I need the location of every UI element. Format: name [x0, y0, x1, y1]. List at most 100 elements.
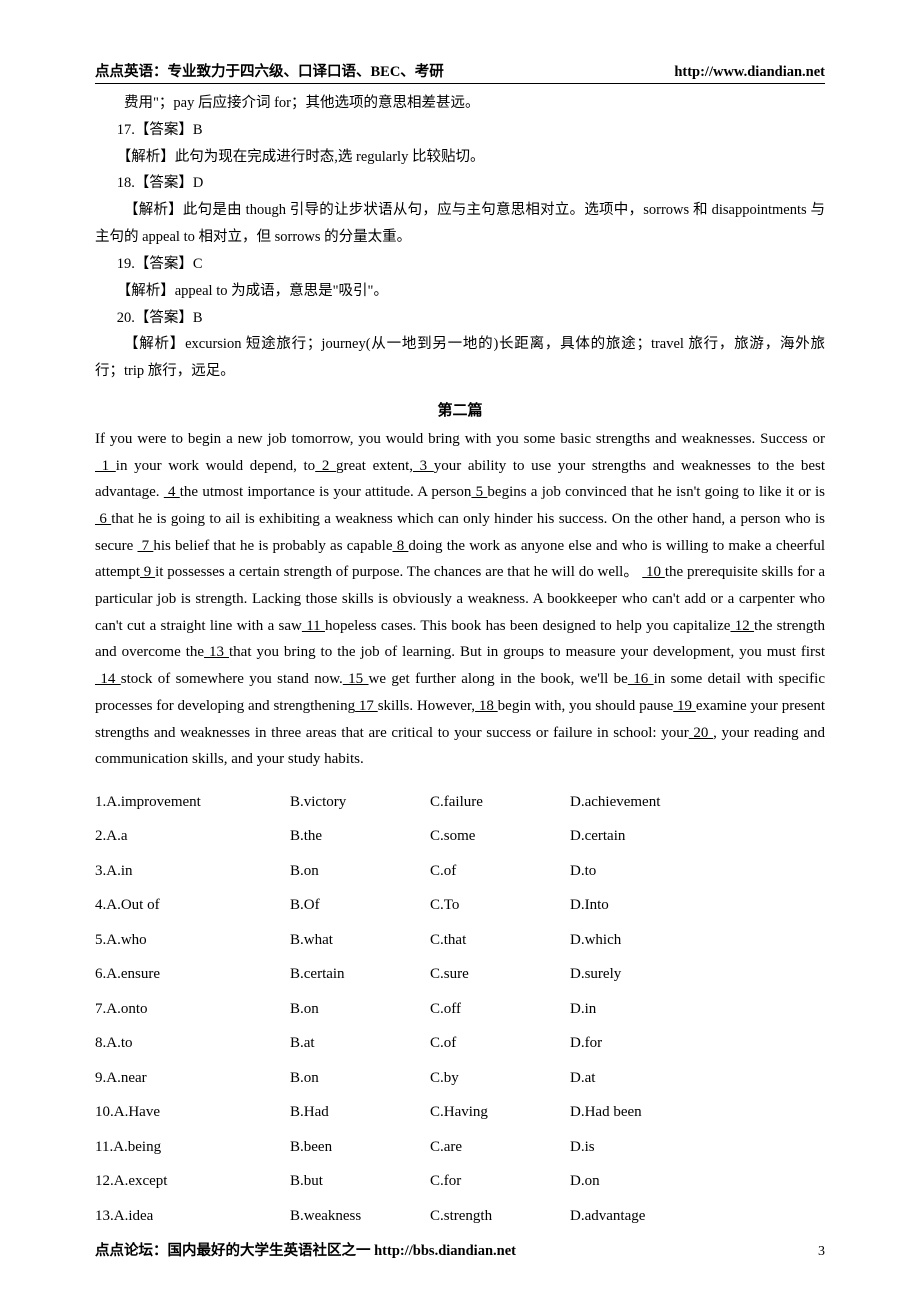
page-footer: 点点论坛：国内最好的大学生英语社区之一 http://bbs.diandian.…	[95, 1239, 825, 1260]
option-c: C.some	[430, 819, 570, 854]
option-d: D.achievement	[570, 785, 825, 820]
option-c: C.are	[430, 1130, 570, 1165]
blank-9: 9	[140, 564, 155, 580]
option-d: D.advantage	[570, 1199, 825, 1234]
option-b: B.at	[290, 1026, 430, 1061]
blank-7: 7	[138, 538, 154, 554]
option-c: C.To	[430, 888, 570, 923]
passage-text: that you bring to the job of learning. B…	[229, 644, 825, 660]
blank-12: 12	[730, 618, 754, 634]
passage-text: If you were to begin a new job tomorrow,…	[95, 431, 825, 447]
option-row: 4.A.Out ofB.OfC.ToD.Into	[95, 888, 825, 923]
footer-text: 点点论坛：国内最好的大学生英语社区之一 http://bbs.diandian.…	[95, 1243, 516, 1259]
answer-16-cont: 费用"；pay 后应接介词 for；其他选项的意思相差甚远。	[95, 90, 825, 117]
option-a: 10.A.Have	[95, 1095, 290, 1130]
option-a: 9.A.near	[95, 1061, 290, 1096]
blank-5: 5	[471, 484, 487, 500]
option-a: 7.A.onto	[95, 992, 290, 1027]
option-c: C.of	[430, 1026, 570, 1061]
answer-17-exp: 【解析】此句为现在完成进行时态,选 regularly 比较贴切。	[95, 144, 825, 171]
option-a: 4.A.Out of	[95, 888, 290, 923]
option-row: 6.A.ensureB.certainC.sureD.surely	[95, 957, 825, 992]
blank-19: 19	[673, 698, 696, 714]
option-row: 12.A.exceptB.butC.forD.on	[95, 1164, 825, 1199]
option-a: 5.A.who	[95, 923, 290, 958]
option-c: C.for	[430, 1164, 570, 1199]
passage-text: begin with, you should pause	[498, 698, 674, 714]
header-rule	[95, 83, 825, 84]
passage-text: begins a job convinced that he isn't goi…	[487, 484, 825, 500]
blank-4: 4	[164, 484, 180, 500]
option-b: B.Had	[290, 1095, 430, 1130]
option-a: 13.A.idea	[95, 1199, 290, 1234]
passage-text: great extent,	[336, 458, 413, 474]
passage-text: hopeless cases. This book has been desig…	[325, 618, 731, 634]
blank-16: 16	[628, 671, 654, 687]
answer-19-exp: 【解析】appeal to 为成语，意思是"吸引"。	[95, 278, 825, 305]
option-d: D.on	[570, 1164, 825, 1199]
blank-2: 2	[315, 458, 336, 474]
blank-3: 3	[413, 458, 434, 474]
option-a: 6.A.ensure	[95, 957, 290, 992]
blank-11: 11	[302, 618, 325, 634]
option-b: B.been	[290, 1130, 430, 1165]
header-left: 点点英语：专业致力于四六级、口译口语、BEC、考研	[95, 60, 444, 81]
option-b: B.what	[290, 923, 430, 958]
option-row: 10.A.HaveB.HadC.HavingD.Had been	[95, 1095, 825, 1130]
passage-text: stock of somewhere you stand now.	[121, 671, 343, 687]
option-a: 3.A.in	[95, 854, 290, 889]
option-d: D.certain	[570, 819, 825, 854]
answer-18-exp: 【解析】此句是由 though 引导的让步状语从句，应与主句意思相对立。选项中，…	[95, 197, 825, 251]
answer-20-exp: 【解析】excursion 短途旅行；journey(从一地到另一地的)长距离，…	[95, 331, 825, 385]
option-b: B.certain	[290, 957, 430, 992]
passage-text: it possesses a certain strength of purpo…	[155, 564, 638, 580]
page-header: 点点英语：专业致力于四六级、口译口语、BEC、考研 http://www.dia…	[95, 60, 825, 81]
option-b: B.on	[290, 992, 430, 1027]
option-c: C.sure	[430, 957, 570, 992]
blank-10: 10	[642, 564, 665, 580]
header-right-url: http://www.diandian.net	[674, 64, 825, 81]
page: 点点英语：专业致力于四六级、口译口语、BEC、考研 http://www.dia…	[0, 0, 920, 1302]
blank-15: 15	[343, 671, 369, 687]
blank-6: 6	[95, 511, 111, 527]
option-b: B.Of	[290, 888, 430, 923]
option-row: 1.A.improvementB.victoryC.failureD.achie…	[95, 785, 825, 820]
blank-17: 17	[355, 698, 378, 714]
answers-block: 费用"；pay 后应接介词 for；其他选项的意思相差甚远。 17.【答案】B …	[95, 90, 825, 385]
option-b: B.weakness	[290, 1199, 430, 1234]
passage-text: we get further along in the book, we'll …	[369, 671, 628, 687]
option-row: 13.A.ideaB.weaknessC.strengthD.advantage	[95, 1199, 825, 1234]
option-row: 7.A.ontoB.onC.offD.in	[95, 992, 825, 1027]
option-row: 11.A.beingB.beenC.areD.is	[95, 1130, 825, 1165]
passage-text: his belief that he is probably as capabl…	[153, 538, 392, 554]
section-title: 第二篇	[95, 399, 825, 420]
option-row: 5.A.whoB.whatC.thatD.which	[95, 923, 825, 958]
option-row: 3.A.inB.onC.ofD.to	[95, 854, 825, 889]
option-c: C.Having	[430, 1095, 570, 1130]
blank-8: 8	[393, 538, 409, 554]
answer-18: 18.【答案】D	[95, 170, 825, 197]
answer-20: 20.【答案】B	[95, 305, 825, 332]
option-b: B.on	[290, 854, 430, 889]
blank-20: 20	[689, 725, 713, 741]
option-d: D.is	[570, 1130, 825, 1165]
option-c: C.by	[430, 1061, 570, 1096]
option-row: 9.A.nearB.onC.byD.at	[95, 1061, 825, 1096]
blank-13: 13	[204, 644, 229, 660]
option-b: B.but	[290, 1164, 430, 1199]
passage-text: skills. However,	[378, 698, 475, 714]
option-c: C.failure	[430, 785, 570, 820]
page-number: 3	[818, 1244, 825, 1260]
option-b: B.the	[290, 819, 430, 854]
blank-14: 14	[95, 671, 121, 687]
option-d: D.in	[570, 992, 825, 1027]
option-c: C.of	[430, 854, 570, 889]
option-row: 2.A.aB.theC.someD.certain	[95, 819, 825, 854]
option-d: D.at	[570, 1061, 825, 1096]
option-a: 1.A.improvement	[95, 785, 290, 820]
option-a: 8.A.to	[95, 1026, 290, 1061]
option-c: C.that	[430, 923, 570, 958]
option-d: D.to	[570, 854, 825, 889]
option-a: 11.A.being	[95, 1130, 290, 1165]
blank-1: 1	[95, 458, 116, 474]
